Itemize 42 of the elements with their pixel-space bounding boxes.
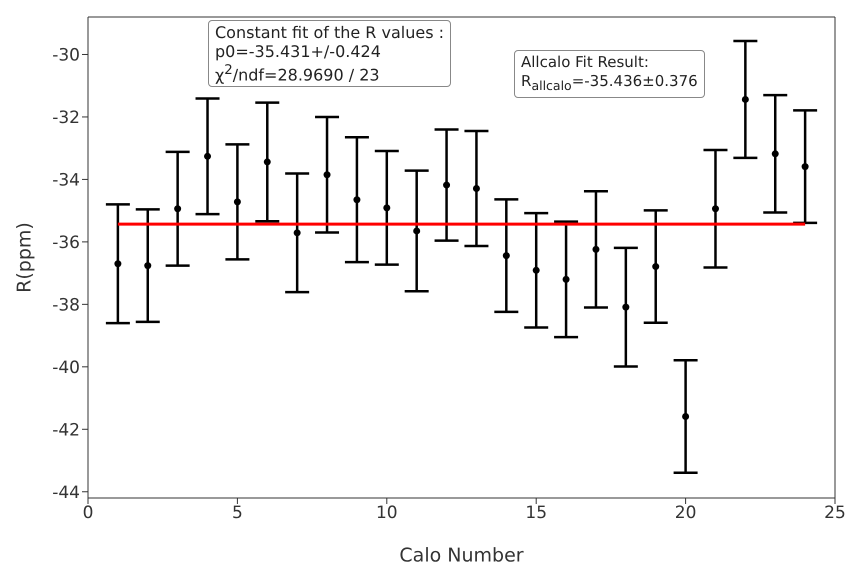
point (324, 171, 331, 178)
point (622, 304, 630, 311)
x-tick-label: 5 (232, 503, 243, 524)
point (264, 158, 271, 166)
point (144, 262, 152, 270)
point (682, 412, 690, 420)
y-tick-label: -38 (52, 295, 80, 316)
point (742, 96, 749, 103)
y-tick-label: -42 (52, 420, 80, 440)
point (174, 205, 182, 212)
text-box: Allcalo Fit Result: R$_{allcalo}$=-35.436±0.376 (514, 50, 705, 98)
point (204, 152, 212, 160)
x-tick-label: 15 (525, 503, 548, 524)
y-tick-label: -40 (52, 358, 80, 378)
y-tick-label: -32 (52, 108, 80, 128)
point (712, 205, 719, 212)
y-tick-label: -36 (52, 232, 80, 253)
point (562, 276, 570, 283)
y-tick-label: -44 (52, 482, 80, 503)
y-tick-label: -30 (52, 46, 80, 66)
x-tick-label: 0 (82, 503, 94, 524)
x-tick-label: 25 (824, 503, 846, 524)
y-tick-label: -34 (52, 170, 80, 190)
point (413, 227, 420, 234)
point (443, 182, 450, 189)
point (502, 252, 510, 260)
point (383, 204, 390, 212)
point (234, 198, 241, 206)
point (114, 260, 122, 268)
x-tick-label: 10 (376, 503, 398, 524)
point (772, 150, 779, 158)
point (802, 163, 809, 170)
text-box: Constant fit of the R values : p0=-35.431+/-0.424 χ$^{2}$/ndf=28.9690 / 23 (208, 20, 452, 88)
point (592, 246, 600, 253)
point (472, 184, 480, 192)
x-axis-title: Calo Number (399, 544, 524, 566)
point (532, 266, 540, 274)
x-tick-label: 20 (674, 503, 696, 524)
point (294, 229, 301, 236)
point (353, 196, 360, 204)
point (652, 263, 660, 270)
y-axis-title: R(ppm) (14, 222, 36, 293)
